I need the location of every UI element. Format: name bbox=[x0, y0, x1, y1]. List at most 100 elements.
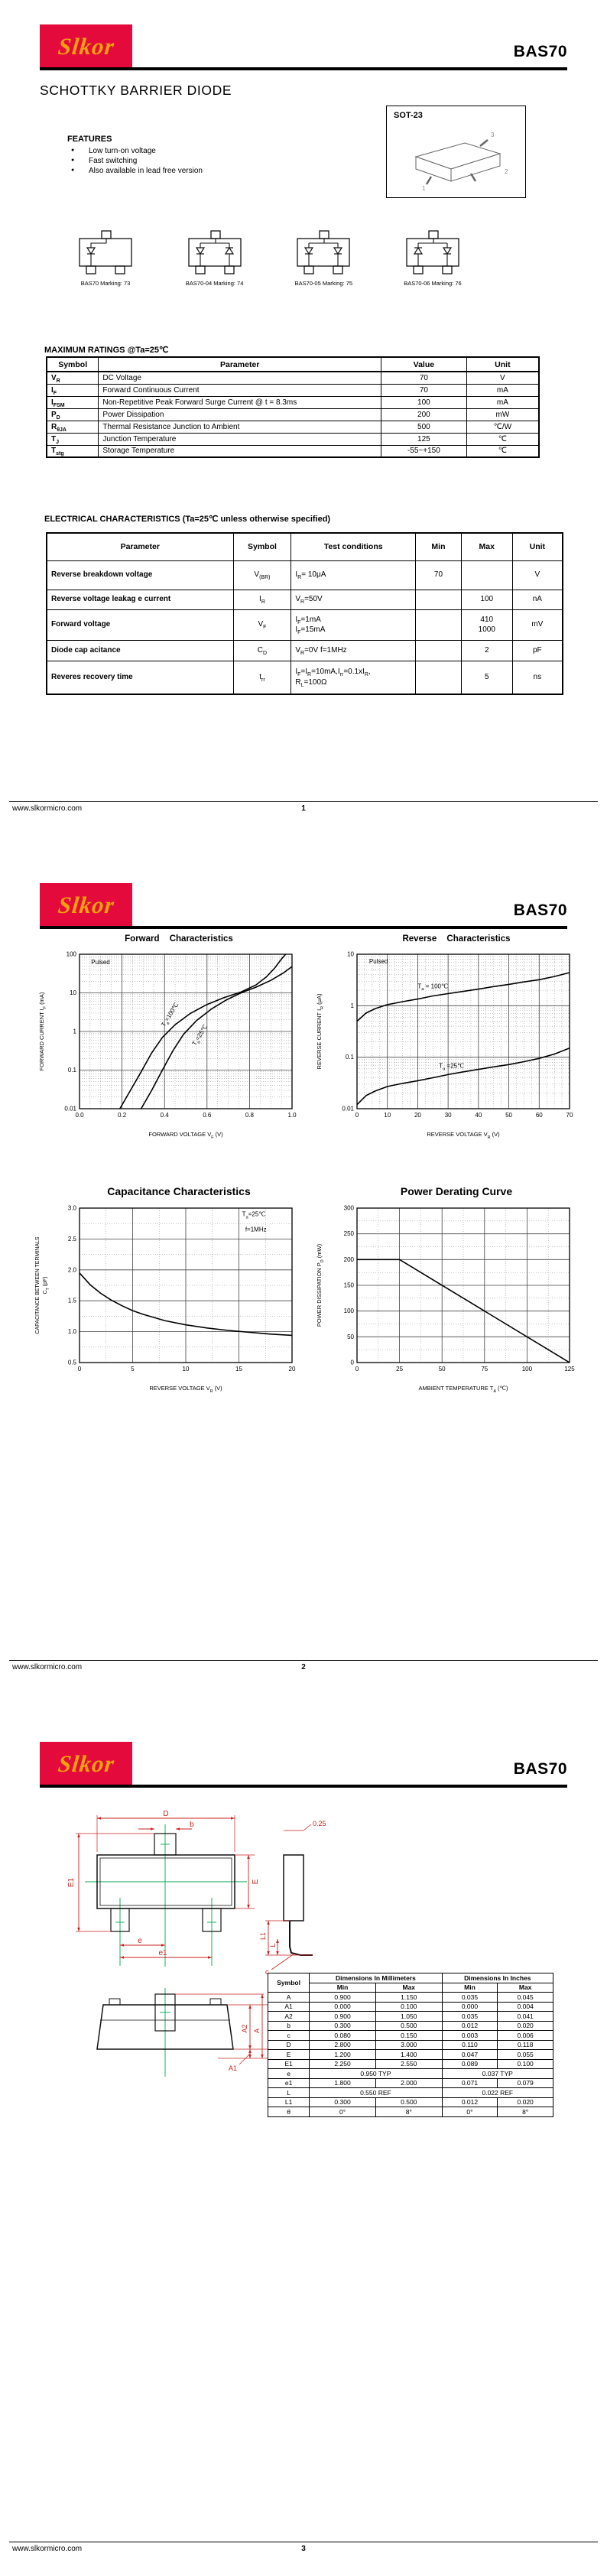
footer-website: www.slkormicro.com bbox=[12, 2545, 83, 2553]
svg-text:0.01: 0.01 bbox=[342, 1106, 354, 1113]
svg-text:0.8: 0.8 bbox=[245, 1112, 255, 1119]
header-rule bbox=[40, 926, 567, 929]
dimensions-table: Symbol Dimensions In Millimeters Dimension… bbox=[267, 1973, 554, 2117]
footer-website: www.slkormicro.com bbox=[12, 804, 83, 813]
marking-bas70-05: BAS70-05 Marking: 75 bbox=[273, 228, 374, 287]
svg-text:75: 75 bbox=[481, 1366, 488, 1372]
sot23-label: SOT-23 bbox=[394, 111, 423, 120]
column-header: Parameter bbox=[98, 356, 382, 372]
svg-text:1: 1 bbox=[73, 1028, 77, 1035]
svg-text:0: 0 bbox=[78, 1366, 82, 1372]
svg-text:50: 50 bbox=[505, 1112, 512, 1119]
chart-title: Capacitance Characteristics bbox=[107, 1185, 251, 1197]
svg-text:L1: L1 bbox=[259, 1932, 267, 1940]
electrical-characteristics-table: Parameter Symbol Test conditions Min Max Unit… bbox=[46, 532, 563, 695]
table-row: Forward voltage VF IF=1mA IF=15mA 410 1000 mV bbox=[46, 609, 563, 641]
svg-text:20: 20 bbox=[289, 1366, 296, 1372]
svg-text:AMBIENT TEMPERATURE TA (℃): AMBIENT TEMPERATURE TA (℃) bbox=[419, 1385, 508, 1394]
slkor-logo-text: Slkor bbox=[56, 1749, 116, 1777]
page-number: 2 bbox=[301, 1663, 306, 1671]
svg-text:Ta=100℃: Ta=100℃ bbox=[160, 1002, 182, 1029]
table-row: L1 0.300 0.500 0.012 0.020 bbox=[267, 2097, 553, 2107]
table-row: Reverse breakdown voltage V(BR) IR= 10μA 70… bbox=[46, 560, 563, 590]
slkor-logo-text: Slkor bbox=[56, 891, 116, 918]
table-row: Reverse voltage leakag e current IR VR=50V… bbox=[46, 589, 563, 610]
svg-text:40: 40 bbox=[475, 1112, 482, 1119]
marking-bas70-04: BAS70-04 Marking: 74 bbox=[164, 228, 265, 287]
slkor-logo: Slkor bbox=[40, 24, 132, 68]
sot23-package-box: SOT-23 1 2 3 bbox=[386, 106, 526, 198]
table-row: Tstg Storage Temperature -55~+150 ℃ bbox=[46, 444, 540, 458]
table-row: TJ Junction Temperature 125 ℃ bbox=[46, 432, 540, 446]
header-rule bbox=[40, 67, 567, 70]
feature-item: Fast switching bbox=[67, 157, 203, 165]
svg-text:10: 10 bbox=[384, 1112, 391, 1119]
svg-text:5: 5 bbox=[131, 1366, 135, 1372]
marking-label: BAS70 Marking: 73 bbox=[80, 280, 131, 287]
table-row: e1 1.800 2.000 0.071 0.079 bbox=[267, 2077, 553, 2088]
table-row: PD Power Dissipation 200 mW bbox=[46, 408, 540, 421]
column-header: Max bbox=[375, 1982, 443, 1993]
chart-title: Power Derating Curve bbox=[400, 1185, 513, 1197]
product-title: BAS70 bbox=[513, 1760, 567, 1778]
svg-text:1: 1 bbox=[422, 185, 426, 192]
svg-text:0.01: 0.01 bbox=[64, 1106, 76, 1113]
svg-text:Ta=25℃: Ta=25℃ bbox=[191, 1023, 211, 1048]
marking-label: BAS70-05 Marking: 75 bbox=[294, 280, 353, 287]
svg-text:10: 10 bbox=[183, 1366, 190, 1372]
svg-text:50: 50 bbox=[439, 1366, 446, 1372]
svg-text:1: 1 bbox=[351, 1002, 355, 1009]
marking-diagram-icon bbox=[188, 230, 242, 274]
column-header: Min bbox=[415, 532, 462, 561]
package-top-view-drawing: Db E1 Ee e1 bbox=[67, 1810, 260, 1967]
svg-text:20: 20 bbox=[414, 1112, 421, 1119]
table-row: A 0.900 1.150 0.035 0.045 bbox=[267, 1992, 553, 2003]
svg-text:200: 200 bbox=[344, 1256, 355, 1263]
svg-text:A2: A2 bbox=[241, 2024, 248, 2032]
svg-text:2: 2 bbox=[505, 168, 508, 175]
svg-text:15: 15 bbox=[235, 1366, 242, 1372]
table-row: L 0.550 REF 0.022 REF bbox=[267, 2087, 554, 2098]
svg-text:Ta = 100℃: Ta = 100℃ bbox=[417, 983, 448, 992]
marking-bas70: BAS70 Marking: 73 bbox=[55, 228, 156, 287]
svg-text:L: L bbox=[269, 1943, 277, 1947]
svg-text:125: 125 bbox=[564, 1366, 575, 1372]
svg-text:50: 50 bbox=[347, 1333, 354, 1340]
column-header: Min bbox=[309, 1982, 376, 1993]
column-header: Unit bbox=[466, 356, 540, 372]
chart-title: Forward Characteristics bbox=[125, 934, 233, 944]
chart-canvas: 0.0 0.2 0.4 0.6 0.8 1.0 100 10 1 0.1 0.01 Ta=100℃ Ta… bbox=[38, 951, 297, 1140]
forward-characteristics-chart: Forward Characteristics 0.0 0.2 0.4 0.6 0.8 1… bbox=[34, 934, 303, 1152]
svg-text:300: 300 bbox=[344, 1205, 355, 1212]
svg-text:0.1: 0.1 bbox=[68, 1067, 77, 1074]
feature-item: Also available in lead free version bbox=[67, 167, 203, 175]
svg-text:0.2: 0.2 bbox=[118, 1112, 127, 1119]
svg-text:Ta =25℃: Ta =25℃ bbox=[439, 1063, 464, 1072]
svg-text:30: 30 bbox=[445, 1112, 452, 1119]
footer-rule bbox=[9, 1660, 598, 1661]
features-section: FEATURES Low turn-on voltage Fast switch… bbox=[67, 135, 203, 177]
marking-label: BAS70-04 Marking: 74 bbox=[185, 280, 244, 287]
table-row: D 2.800 3.000 0.110 0.118 bbox=[267, 2039, 553, 2050]
table-row: VR DC Voltage 70 V bbox=[46, 371, 540, 385]
column-header: Symbol bbox=[232, 532, 292, 561]
footer-rule bbox=[9, 801, 598, 802]
svg-text:Pulsed: Pulsed bbox=[369, 958, 388, 965]
svg-text:A: A bbox=[253, 2029, 261, 2033]
svg-text:REVERSE VOLTAGE VR (V): REVERSE VOLTAGE VR (V) bbox=[427, 1131, 500, 1140]
svg-text:3.0: 3.0 bbox=[68, 1205, 77, 1212]
table-row: IFSM Non-Repetitive Peak Forward Surge Cu… bbox=[46, 395, 540, 409]
svg-text:0.0: 0.0 bbox=[75, 1112, 84, 1119]
svg-text:f=1MHz: f=1MHz bbox=[245, 1226, 267, 1233]
marking-diagram-icon bbox=[297, 230, 350, 274]
slkor-logo: Slkor bbox=[40, 883, 132, 927]
svg-text:1.0: 1.0 bbox=[68, 1328, 77, 1335]
max-ratings-table: Symbol Parameter Value Unit VR DC Voltage 70 V I… bbox=[46, 356, 540, 458]
slkor-logo: Slkor bbox=[40, 1742, 132, 1785]
svg-text:E1: E1 bbox=[67, 1877, 76, 1887]
svg-text:10: 10 bbox=[70, 989, 76, 996]
page-1: Slkor BAS70 SCHOTTKY BARRIER DIODE FEATU… bbox=[0, 0, 607, 859]
table-row: θ 0° 8° 0° 8° bbox=[267, 2107, 553, 2117]
svg-text:FORWARD CURRENT IF (mA): FORWARD CURRENT IF (mA) bbox=[38, 992, 47, 1070]
